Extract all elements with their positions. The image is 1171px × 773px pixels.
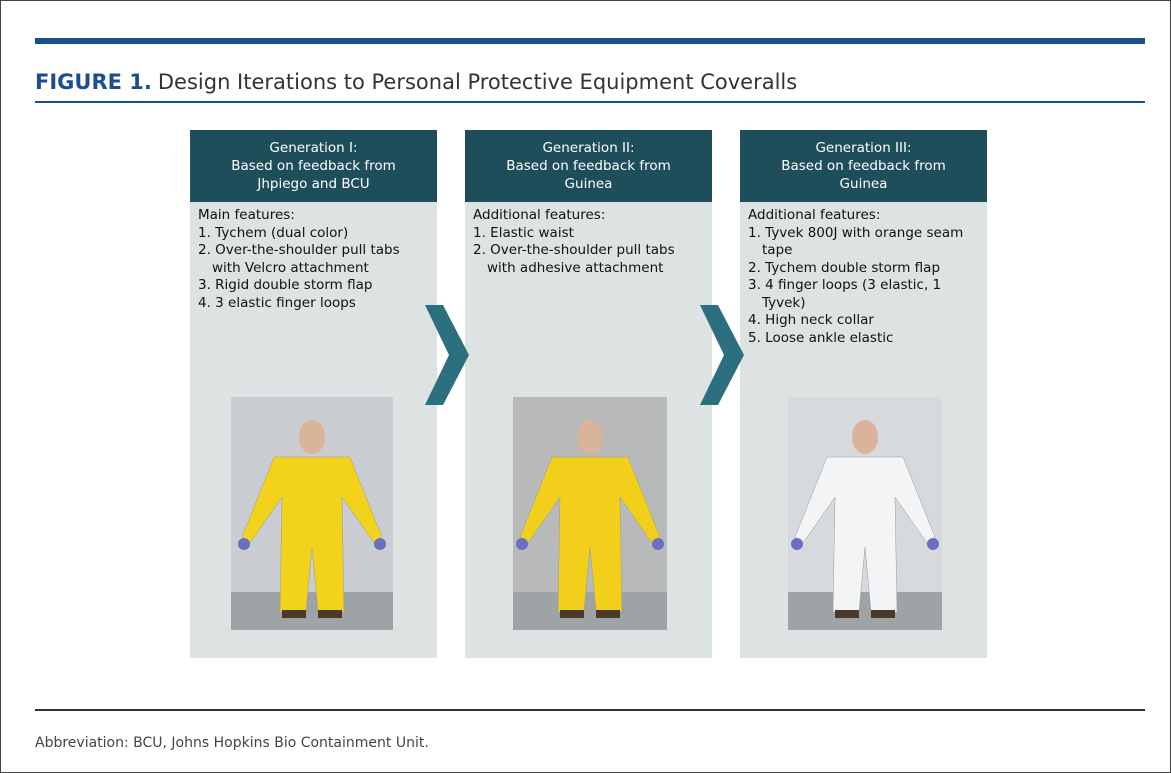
glove — [652, 538, 664, 550]
figure-title-text: Design Iterations to Personal Protective… — [158, 70, 797, 94]
feature-item: 1. Tyvek 800J with orange seam tape — [748, 225, 979, 260]
footnote: Abbreviation: BCU, Johns Hopkins Bio Con… — [35, 735, 429, 751]
photo-illustration — [231, 397, 393, 630]
title-rule — [35, 101, 1145, 103]
shoe — [560, 610, 584, 618]
shoe — [596, 610, 620, 618]
chevron — [425, 305, 469, 405]
shoe — [282, 610, 306, 618]
glove — [927, 538, 939, 550]
head — [577, 420, 603, 454]
header-line: Guinea — [740, 175, 987, 193]
arrow — [700, 305, 744, 405]
head — [852, 420, 878, 454]
chevron-shape — [700, 305, 744, 405]
features-title: Additional features: — [748, 207, 979, 225]
top-bar — [35, 38, 1145, 44]
features-title: Additional features: — [473, 207, 704, 225]
feature-item: 2. Over-the-shoulder pull tabs with adhe… — [473, 242, 704, 277]
photo-illustration — [513, 397, 667, 630]
feature-item: 1. Tychem (dual color) — [198, 225, 429, 243]
feature-item: 2. Tychem double storm flap — [748, 260, 979, 278]
shoe — [835, 610, 859, 618]
header-line: Based on feedback from — [190, 157, 437, 175]
feature-item: 3. 4 finger loops (3 elastic, 1 Tyvek) — [748, 277, 979, 312]
features-title: Main features: — [198, 207, 429, 225]
panel-body: Additional features:1. Tyvek 800J with o… — [740, 202, 987, 347]
arrow — [425, 305, 469, 405]
figure-title: FIGURE 1.Design Iterations to Personal P… — [35, 70, 797, 94]
glove — [791, 538, 803, 550]
header-line: Generation II: — [465, 139, 712, 157]
chevron — [700, 305, 744, 405]
shoe — [871, 610, 895, 618]
header-line: Generation III: — [740, 139, 987, 157]
photo — [513, 397, 667, 630]
feature-item: 3. Rigid double storm flap — [198, 277, 429, 295]
glove — [374, 538, 386, 550]
figure-label: FIGURE 1. — [35, 70, 152, 94]
floor — [513, 592, 667, 630]
bottom-rule — [35, 709, 1145, 711]
feature-item: 4. 3 elastic finger loops — [198, 295, 429, 313]
photo — [231, 397, 393, 630]
feature-item: 4. High neck collar — [748, 312, 979, 330]
floor — [788, 592, 942, 630]
header-line: Based on feedback from — [465, 157, 712, 175]
feature-item: 1. Elastic waist — [473, 225, 704, 243]
header-line: Guinea — [465, 175, 712, 193]
floor — [231, 592, 393, 630]
photo-illustration — [788, 397, 942, 630]
shoe — [318, 610, 342, 618]
glove — [238, 538, 250, 550]
head — [299, 420, 325, 454]
feature-item: 5. Loose ankle elastic — [748, 330, 979, 348]
header-line: Jhpiego and BCU — [190, 175, 437, 193]
glove — [516, 538, 528, 550]
panel-body: Main features:1. Tychem (dual color)2. O… — [190, 202, 437, 312]
feature-item: 2. Over-the-shoulder pull tabs with Velc… — [198, 242, 429, 277]
page: FIGURE 1.Design Iterations to Personal P… — [0, 0, 1171, 773]
photo — [788, 397, 942, 630]
header-line: Based on feedback from — [740, 157, 987, 175]
header-line: Generation I: — [190, 139, 437, 157]
chevron-shape — [425, 305, 469, 405]
